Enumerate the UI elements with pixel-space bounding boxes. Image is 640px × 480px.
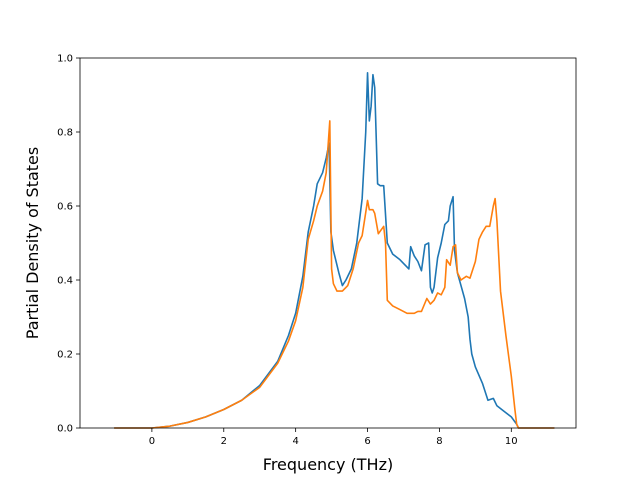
plot-area bbox=[114, 72, 555, 429]
x-axis-ticks: 0 2 4 6 8 10 bbox=[149, 428, 518, 447]
y-tick-label: 0.6 bbox=[57, 202, 73, 213]
y-tick-label: 0.4 bbox=[57, 276, 73, 287]
x-tick-label: 0 bbox=[149, 436, 155, 447]
series-line-1 bbox=[114, 72, 555, 429]
y-tick-label: 0.8 bbox=[57, 128, 73, 139]
y-axis-label: Partial Density of States bbox=[23, 147, 42, 339]
axes-frame bbox=[79, 57, 577, 429]
x-tick-label: 8 bbox=[436, 436, 442, 447]
y-axis-ticks: 0.0 0.2 0.4 0.6 0.8 1.0 bbox=[57, 54, 80, 435]
x-tick-label: 4 bbox=[292, 436, 298, 447]
x-axis-label: Frequency (THz) bbox=[263, 455, 393, 474]
y-tick-label: 0.0 bbox=[57, 424, 73, 435]
series-line-2 bbox=[114, 120, 555, 429]
x-tick-label: 6 bbox=[364, 436, 370, 447]
y-tick-label: 1.0 bbox=[57, 54, 73, 65]
y-tick-label: 0.2 bbox=[57, 350, 73, 361]
x-tick-label: 10 bbox=[505, 436, 518, 447]
x-tick-label: 2 bbox=[221, 436, 227, 447]
